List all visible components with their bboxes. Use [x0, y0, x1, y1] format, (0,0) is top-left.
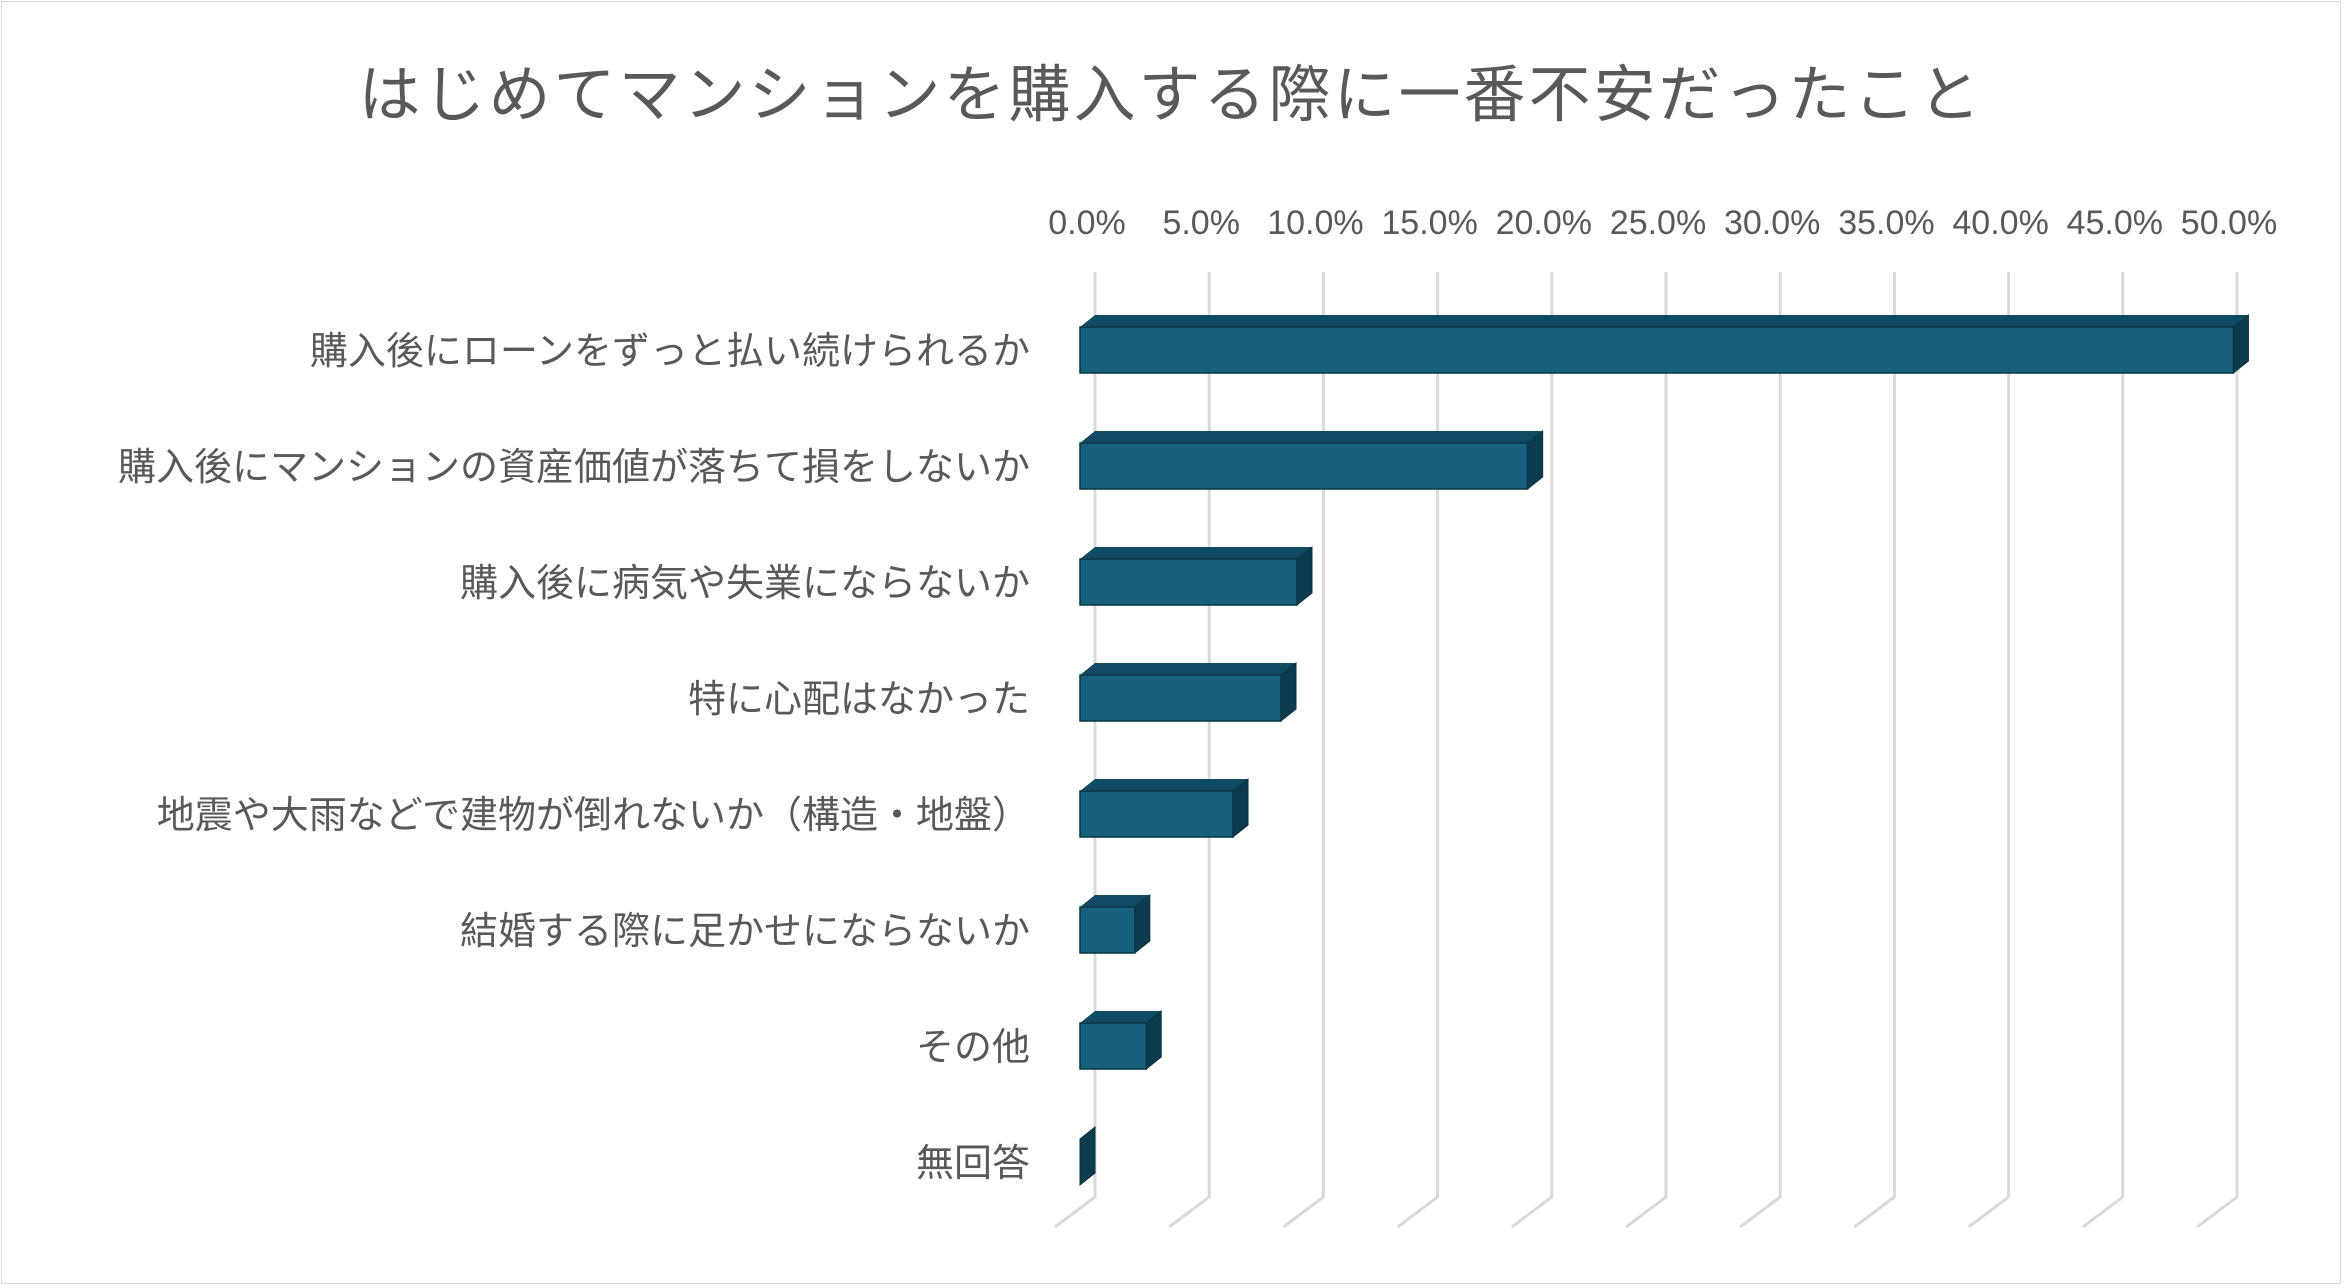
category-label: 結婚する際に足かせにならないか: [460, 909, 1030, 953]
bar-top-face: [1080, 431, 1543, 443]
gridline: [1853, 272, 1896, 1229]
chart-title: はじめてマンションを購入する際に一番不安だったこと: [358, 58, 1984, 131]
gridline: [1168, 272, 1211, 1229]
bar: [1079, 313, 2249, 375]
category-labels: 購入後にローンをずっと払い続けられるか購入後にマンションの資産価値が落ちて損をし…: [118, 329, 1030, 1185]
bar-front-face: [1079, 442, 1529, 490]
bar-top-face: [1080, 779, 1249, 791]
gridline: [1739, 272, 1782, 1229]
bar: [1079, 661, 1297, 723]
x-tick-label: 10.0%: [1267, 204, 1363, 242]
x-tick-label: 45.0%: [2067, 204, 2163, 242]
category-label: 購入後に病気や失業にならないか: [460, 561, 1030, 605]
bar-top-face: [1080, 663, 1296, 675]
x-tick-label: 0.0%: [1048, 204, 1126, 242]
x-tick-label: 35.0%: [1838, 204, 1934, 242]
bar-top-face: [1080, 1011, 1162, 1023]
gridlines: [1054, 272, 2239, 1229]
x-tick-label: 40.0%: [1952, 204, 2048, 242]
bar-side-face: [1280, 661, 1297, 723]
bar-side-face: [1145, 1009, 1162, 1071]
bar: [1079, 1125, 1096, 1187]
gridline: [1282, 272, 1325, 1229]
gridline: [1510, 272, 1554, 1229]
category-label: 購入後にマンションの資産価値が落ちて損をしないか: [118, 445, 1030, 489]
bar-front-face: [1079, 1022, 1147, 1070]
category-label: 地震や大雨などで建物が倒れないか（構造・地盤）: [157, 793, 1030, 837]
bar-front-face: [1079, 558, 1298, 606]
gridline: [2196, 272, 2239, 1229]
x-axis-tick-labels: 0.0% 5.0% 10.0% 15.0% 20.0% 25.0% 30.0% 35.0% 40…: [1048, 204, 2277, 242]
x-tick-label: 50.0%: [2181, 204, 2277, 242]
bar: [1079, 1009, 1162, 1071]
x-tick-label: 20.0%: [1496, 204, 1592, 242]
x-tick-label: 25.0%: [1610, 204, 1706, 242]
bar-side-face: [1232, 777, 1249, 839]
bar: [1079, 893, 1151, 955]
bar: [1079, 429, 1544, 491]
x-tick-label: 5.0%: [1162, 204, 1240, 242]
bar-side-face: [1527, 429, 1544, 491]
bar-front-face: [1079, 326, 2235, 374]
gridline: [1396, 272, 1440, 1229]
category-label: 特に心配はなかった: [688, 677, 1030, 721]
bar-top-face: [1080, 895, 1150, 907]
bar-side-face: [1134, 893, 1151, 955]
bars: [1079, 313, 2249, 1187]
bar-front-face: [1079, 790, 1234, 838]
gridline: [1967, 272, 2011, 1229]
bar: [1079, 777, 1249, 839]
gridline: [1625, 272, 1668, 1229]
bar-top-face: [1080, 547, 1312, 559]
category-label: その他: [916, 1025, 1030, 1069]
bar-side-face: [2232, 313, 2249, 375]
bar-front-face: [1079, 674, 1282, 722]
bar-side-face: [1079, 1125, 1096, 1187]
bar-front-face: [1079, 906, 1136, 954]
category-label: 購入後にローンをずっと払い続けられるか: [310, 329, 1030, 373]
gridline: [2081, 272, 2125, 1229]
bar-side-face: [1296, 545, 1313, 607]
category-label: 無回答: [916, 1141, 1030, 1185]
x-tick-label: 15.0%: [1381, 204, 1477, 242]
gridline: [1054, 272, 1097, 1229]
bar-top-face: [1080, 315, 2249, 327]
bar: [1079, 545, 1313, 607]
x-tick-label: 30.0%: [1724, 204, 1820, 242]
